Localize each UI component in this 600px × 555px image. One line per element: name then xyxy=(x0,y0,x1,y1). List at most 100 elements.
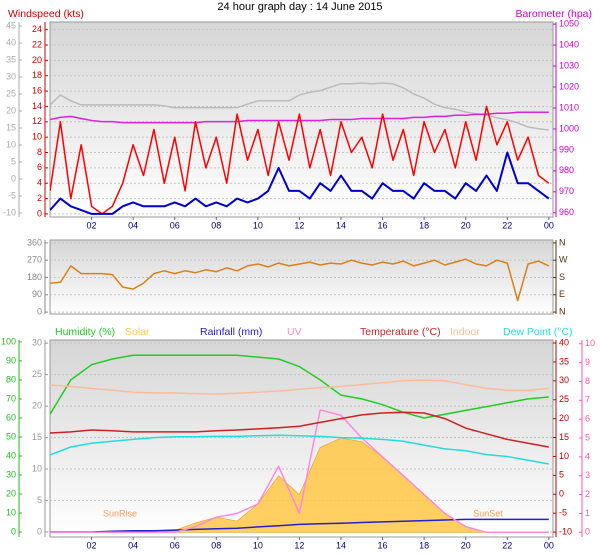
y-tick-label: -5 xyxy=(559,508,567,518)
y-tick-label: 20 xyxy=(6,488,16,498)
y-tick-label: N xyxy=(559,306,566,316)
y-tick-label: -10 xyxy=(3,207,16,217)
x-tick-label: 10 xyxy=(253,540,263,550)
y-tick-label: 15 xyxy=(32,432,42,442)
y-tick-label: 10 xyxy=(6,507,16,517)
line xyxy=(50,409,549,534)
y-tick-label: 16 xyxy=(32,85,42,95)
y-tick-label: 35 xyxy=(6,54,16,64)
y-tick-label: 90 xyxy=(32,289,42,299)
y-tick-label: 2 xyxy=(585,489,590,499)
y-tick-label: 10 xyxy=(32,132,42,142)
y-tick-label: 990 xyxy=(559,144,574,154)
y-tick-label: 40 xyxy=(6,450,16,460)
y-tick-label: 25 xyxy=(6,88,16,98)
series-group xyxy=(50,82,550,215)
y-tick-label: 15 xyxy=(559,432,569,442)
y-tick-label: 35 xyxy=(559,356,569,366)
x-tick-label: 04 xyxy=(128,540,138,550)
y-tick-label: 7 xyxy=(585,395,590,405)
y-tick-label: 3 xyxy=(585,470,590,480)
y-tick-label: 0 xyxy=(585,527,590,537)
x-tick-label: 14 xyxy=(336,540,346,550)
y-tick-label: 10 xyxy=(559,451,569,461)
y-tick-label: 180 xyxy=(27,272,42,282)
x-tick-label: 00 xyxy=(544,540,554,550)
y-tick-label: 270 xyxy=(27,255,42,265)
legend-label: Indoor xyxy=(450,326,480,338)
y-tick-label: 9 xyxy=(585,357,590,367)
y-tick-label: N xyxy=(559,237,566,247)
x-tick-label: 12 xyxy=(294,220,304,230)
legend-label: Temperature (°C) xyxy=(360,326,441,338)
line xyxy=(50,379,549,395)
y-tick-label: 25 xyxy=(559,394,569,404)
y-tick-label: 1000 xyxy=(559,123,579,133)
x-tick-label: 16 xyxy=(378,540,388,550)
y-tick-label: 90 xyxy=(6,355,16,365)
y-tick-label: 60 xyxy=(6,412,16,422)
y-tick-label: 970 xyxy=(559,186,574,196)
y-tick-label: 5 xyxy=(11,156,16,166)
y-tick-label: 30 xyxy=(32,338,42,348)
x-tick-label: 00 xyxy=(544,220,554,230)
line xyxy=(50,111,549,124)
y-tick-label: 960 xyxy=(559,207,574,217)
series-group xyxy=(50,354,550,534)
annotation: SunRise xyxy=(103,508,137,518)
y-tick-label: 20 xyxy=(559,413,569,423)
y-tick-label: 5 xyxy=(559,470,564,480)
x-tick-label: 02 xyxy=(87,220,97,230)
y-tick-label: -5 xyxy=(8,190,16,200)
x-tick-label: 20 xyxy=(461,540,471,550)
y-tick-label: 0 xyxy=(37,208,42,218)
plot-area xyxy=(49,21,554,218)
x-tick-label: 12 xyxy=(294,540,304,550)
y-tick-label: 25 xyxy=(32,369,42,379)
y-tick-label: 30 xyxy=(6,469,16,479)
x-tick-label: 18 xyxy=(419,220,429,230)
y-tick-label: 80 xyxy=(6,374,16,384)
y-tick-label: 22 xyxy=(32,39,42,49)
y-tick-label: 1010 xyxy=(559,102,579,112)
y-tick-label: 2 xyxy=(37,193,42,203)
x-tick-label: 04 xyxy=(128,220,138,230)
legend-label: Rainfall (mm) xyxy=(200,326,262,338)
legend-label: UV xyxy=(287,326,302,338)
legend-label: Solar xyxy=(125,326,150,338)
y-tick-label: 8 xyxy=(585,376,590,386)
y-tick-label: 24 xyxy=(32,24,42,34)
y-tick-label: 12 xyxy=(32,116,42,126)
y-tick-label: 45 xyxy=(6,20,16,30)
line xyxy=(50,434,549,465)
y-tick-label: 0 xyxy=(11,526,16,536)
axis-title: Windspeed (kts) xyxy=(8,8,84,20)
y-tick-label: E xyxy=(559,289,565,299)
y-tick-label: 40 xyxy=(559,337,569,347)
chart-title: 24 hour graph day : 14 June 2015 xyxy=(217,1,382,13)
y-tick-label: 0 xyxy=(11,173,16,183)
y-tick-label: 14 xyxy=(32,101,42,111)
y-tick-label: 1020 xyxy=(559,81,579,91)
y-tick-label: 4 xyxy=(585,451,590,461)
line xyxy=(50,518,549,533)
y-tick-label: 4 xyxy=(37,178,42,188)
y-tick-label: 20 xyxy=(32,55,42,65)
y-tick-label: 1050 xyxy=(559,18,579,28)
y-tick-label: 20 xyxy=(32,400,42,410)
y-tick-label: 1 xyxy=(585,508,590,518)
y-tick-label: 1030 xyxy=(559,60,579,70)
axis-title: Barometer (hpa) xyxy=(516,8,592,20)
y-tick-label: 50 xyxy=(6,431,16,441)
x-tick-label: 06 xyxy=(170,540,180,550)
y-tick-label: 20 xyxy=(6,105,16,115)
y-tick-label: 980 xyxy=(559,165,574,175)
y-tick-label: 18 xyxy=(32,70,42,80)
annotation: SunSet xyxy=(473,508,503,518)
y-tick-label: S xyxy=(559,272,565,282)
x-tick-label: 14 xyxy=(336,220,346,230)
y-tick-label: 0 xyxy=(37,526,42,536)
y-tick-label: 30 xyxy=(6,71,16,81)
x-tick-label: 16 xyxy=(378,220,388,230)
